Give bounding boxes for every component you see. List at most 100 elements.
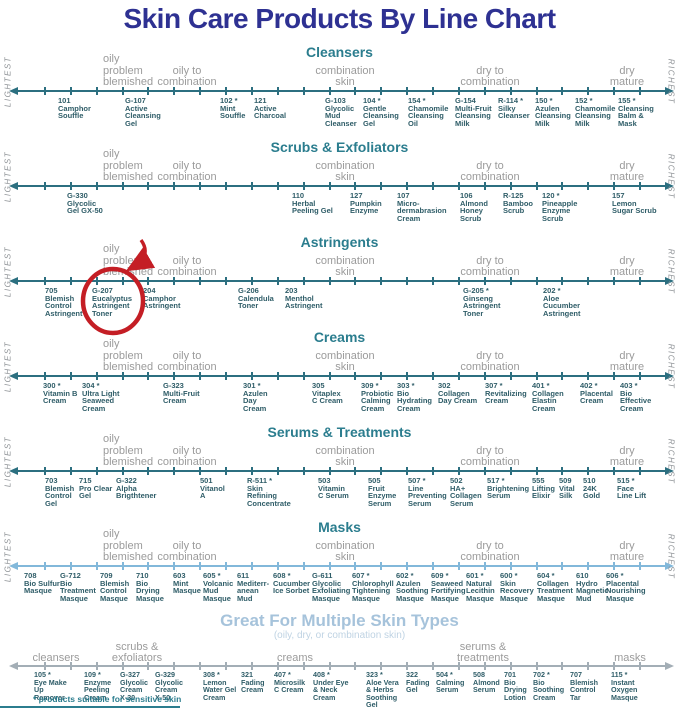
product-code: 701 <box>504 670 516 679</box>
product-name: Bamboo Scrub <box>503 198 533 216</box>
axis-tick <box>147 562 150 570</box>
product-name: Bio Soothing Cream <box>533 677 565 702</box>
axis-line <box>9 372 674 380</box>
axis-tick <box>276 467 279 475</box>
product-code: 709 <box>100 571 113 580</box>
axis-tick <box>43 182 46 190</box>
product-name: Enzyme Peeling Cream <box>84 677 112 702</box>
product-code: 301 * <box>243 381 261 390</box>
product-entry: 709 Blemish Control Masque <box>100 572 129 603</box>
axis-tick <box>639 372 642 380</box>
product-entry: 604 * Collagen Treatment Masque <box>537 572 573 603</box>
axis-tick <box>43 562 46 570</box>
product-code: 154 * <box>408 96 426 105</box>
axis-tick <box>457 467 460 475</box>
axis-tick <box>354 277 357 285</box>
product-entry: 309 * Probiotic Calming Cream <box>361 382 394 413</box>
axis-tick <box>328 87 331 95</box>
product-code: 510 <box>583 476 596 485</box>
product-code: 703 <box>45 476 58 485</box>
line-title: Masks <box>318 519 361 535</box>
product-entry: 307 * Revitalizing Cream <box>485 382 527 405</box>
product-entry: 517 * Brightening Serum <box>487 477 529 500</box>
product-entry: 308 * Lemon Water Gel Cream <box>203 671 236 701</box>
product-entry: 507 * Line Preventing Serum <box>408 477 447 508</box>
product-name: Revitalizing Cream <box>485 388 527 406</box>
product-name: Brightening Serum <box>487 483 530 501</box>
product-code: 605 * <box>203 571 221 580</box>
axis-tick <box>250 277 253 285</box>
product-name: Chamomile Cleansing Oil <box>408 103 449 128</box>
axis-tick <box>406 372 409 380</box>
product-code: 515 * <box>617 476 635 485</box>
product-name: Lifting Elixir <box>532 483 555 501</box>
left-arrowhead-icon <box>9 277 18 285</box>
product-name: Lemon Water Gel Cream <box>203 677 237 702</box>
line-section-masks: Masks oily problem blemished oily to combi… <box>0 519 679 614</box>
product-code: 110 <box>292 191 305 200</box>
product-entry: 509 Vital Silk <box>559 477 575 500</box>
product-code: 402 * <box>580 381 598 390</box>
product-code: 305 <box>312 381 325 390</box>
skin-type-label: combination skin <box>315 444 375 469</box>
axis-tick <box>121 182 124 190</box>
product-code: 202 * <box>543 286 561 295</box>
skin-type-label: dry mature <box>609 539 645 564</box>
product-code: 508 <box>473 670 485 679</box>
product-entry: 408 * Under Eye & Neck Cream <box>313 671 349 701</box>
axis-tick <box>587 662 590 670</box>
product-entry: 155 * Cleansing Balm & Mask <box>618 97 654 128</box>
product-entry: 107 Micro- dermabrasion Cream <box>397 192 447 223</box>
product-name: Chlorophyll Tightening Masque <box>352 578 394 603</box>
axis-tick <box>354 372 357 380</box>
product-name: Natural Lecithin Masque <box>466 578 495 603</box>
right-arrowhead-icon <box>665 277 674 285</box>
product-name: Skin Refining Concentrate <box>247 483 291 508</box>
axis-tick <box>95 372 98 380</box>
product-code: 304 * <box>82 381 100 390</box>
product-name: Camphor Astringent <box>143 293 181 311</box>
skin-type-label: dry mature <box>609 159 645 184</box>
product-code: 555 <box>532 476 545 485</box>
line-title: Scrubs & Exfoliators <box>270 139 409 155</box>
skin-type-label: dry to combination <box>460 349 520 374</box>
product-name: Pro Clear Gel <box>79 483 113 501</box>
product-name: Seaweed Fortifying Masque <box>431 578 466 603</box>
product-code: 503 <box>318 476 331 485</box>
axis-tick <box>328 662 331 670</box>
axis-tick <box>561 662 564 670</box>
product-code: 150 * <box>535 96 553 105</box>
axis-tick <box>509 277 512 285</box>
product-code: 601 * <box>466 571 484 580</box>
category-label: cleansers <box>32 652 80 665</box>
product-code: 609 * <box>431 571 449 580</box>
product-name: 24K Gold <box>583 483 601 501</box>
product-code: G-154 <box>455 96 476 105</box>
product-entry: 104 * Gentle Cleansing Gel <box>363 97 399 128</box>
axis-tick <box>225 87 228 95</box>
axis-tick <box>276 372 279 380</box>
product-name: Pineapple Enzyme Scrub <box>542 198 578 223</box>
product-name: Gentle Cleansing Gel <box>363 103 399 128</box>
product-entry: 300 * Vitamin B Cream <box>43 382 77 405</box>
axis-tick <box>406 277 409 285</box>
line-section-cleansers: Cleansers oily problem blemished oily to c… <box>0 44 679 139</box>
axis-tick <box>199 277 202 285</box>
product-code: 505 <box>368 476 381 485</box>
product-code: 715 <box>79 476 92 485</box>
axis-tick <box>69 372 72 380</box>
product-code: 105 * <box>34 670 51 679</box>
axis-tick <box>613 562 616 570</box>
product-name: HA+ Collagen Serum <box>450 483 482 508</box>
product-entry: 115 * Instant Oxygen Masque <box>611 671 638 701</box>
axis-tick <box>328 277 331 285</box>
axis-tick <box>535 372 538 380</box>
skin-type-label: dry to combination <box>460 159 520 184</box>
product-name: Multi-Fruit Cleansing Milk <box>455 103 492 128</box>
axis-tick <box>173 562 176 570</box>
product-entry: 203 Menthol Astringent <box>285 287 323 310</box>
product-code: 204 <box>143 286 156 295</box>
product-code: 302 <box>438 381 451 390</box>
product-entry: 502 HA+ Collagen Serum <box>450 477 482 508</box>
left-arrowhead-icon <box>9 182 18 190</box>
